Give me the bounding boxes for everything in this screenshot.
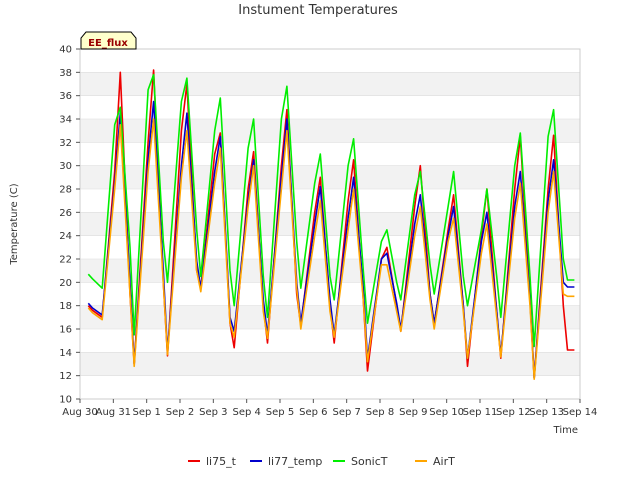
grid-band xyxy=(80,305,580,329)
y-tick-label: 30 xyxy=(59,161,72,172)
ee-flux-annotation: EE_flux xyxy=(80,31,137,50)
y-tick-label: 16 xyxy=(59,325,72,336)
x-tick-label: Sep 13 xyxy=(529,407,564,418)
annotation-box xyxy=(80,31,137,50)
x-tick-label: Sep 2 xyxy=(166,407,194,418)
y-tick-label: 36 xyxy=(59,91,72,102)
x-tick-label: Aug 30 xyxy=(62,407,97,418)
grid-band xyxy=(80,235,580,259)
grid-band xyxy=(80,329,580,353)
y-tick-label: 12 xyxy=(59,371,72,382)
legend-label: li75_t xyxy=(206,455,237,468)
annotation-label: EE_flux xyxy=(88,38,128,49)
legend-item-li75-t: li75_t xyxy=(188,455,237,468)
grid-band xyxy=(80,375,580,399)
legend-label: li77_temp xyxy=(268,455,322,468)
x-tick-label: Sep 14 xyxy=(563,407,598,418)
grid-band xyxy=(80,165,580,189)
series-line-sonict xyxy=(87,73,575,348)
grid-band xyxy=(80,95,580,119)
grid-band xyxy=(80,142,580,166)
y-tick-label: 18 xyxy=(59,301,72,312)
y-tick-label: 34 xyxy=(59,115,72,126)
y-tick-label: 32 xyxy=(59,138,72,149)
grid-band xyxy=(80,72,580,96)
legend-label: SonicT xyxy=(351,455,388,468)
grid-band xyxy=(80,212,580,236)
y-axis-label: Temperature (C) xyxy=(9,183,20,265)
plot-frame xyxy=(79,48,581,400)
grid-band xyxy=(80,352,580,376)
x-tick-label: Aug 31 xyxy=(96,407,131,418)
y-tick-label: 26 xyxy=(59,208,72,219)
x-tick-label: Sep 1 xyxy=(132,407,160,418)
x-tick-label: Sep 6 xyxy=(299,407,327,418)
plot-axes xyxy=(79,48,581,400)
y-tick-label: 24 xyxy=(59,231,72,242)
x-tick-label: Sep 5 xyxy=(266,407,294,418)
grid-band xyxy=(80,189,580,213)
x-tick-label: Sep 8 xyxy=(366,407,394,418)
y-tick-label: 40 xyxy=(59,45,72,56)
x-tick-label: Sep 9 xyxy=(399,407,427,418)
x-axis-label: Time xyxy=(553,425,578,436)
x-tick-label: Sep 12 xyxy=(496,407,531,418)
series-line-airt xyxy=(87,118,575,381)
grid-band xyxy=(80,49,580,73)
y-tick-label: 38 xyxy=(59,68,72,79)
chart-title: Instument Temperatures xyxy=(238,3,398,18)
legend-item-sonict: SonicT xyxy=(333,455,388,468)
y-axis-ticks: 10 12 14 16 18 20 22 24 26 28 30 32 34 36 38 40 xyxy=(59,45,80,406)
x-tick-label: Sep 7 xyxy=(332,407,360,418)
x-tick-label: Sep 3 xyxy=(199,407,227,418)
x-tick-label: Sep 11 xyxy=(463,407,498,418)
y-tick-label: 22 xyxy=(59,255,72,266)
x-tick-label: Sep 10 xyxy=(429,407,464,418)
y-tick-label: 10 xyxy=(59,395,72,406)
y-tick-label: 28 xyxy=(59,185,72,196)
x-tick-label: Sep 4 xyxy=(232,407,260,418)
legend-item-airt: AirT xyxy=(415,455,455,468)
y-tick-label: 20 xyxy=(59,278,72,289)
legend-label: AirT xyxy=(433,455,455,468)
chart-legend: li75_t li77_temp SonicT AirT xyxy=(188,455,455,468)
y-tick-label: 14 xyxy=(59,348,72,359)
legend-item-li77-temp: li77_temp xyxy=(250,455,322,468)
series-lines xyxy=(87,69,575,381)
grid-band xyxy=(80,119,580,143)
